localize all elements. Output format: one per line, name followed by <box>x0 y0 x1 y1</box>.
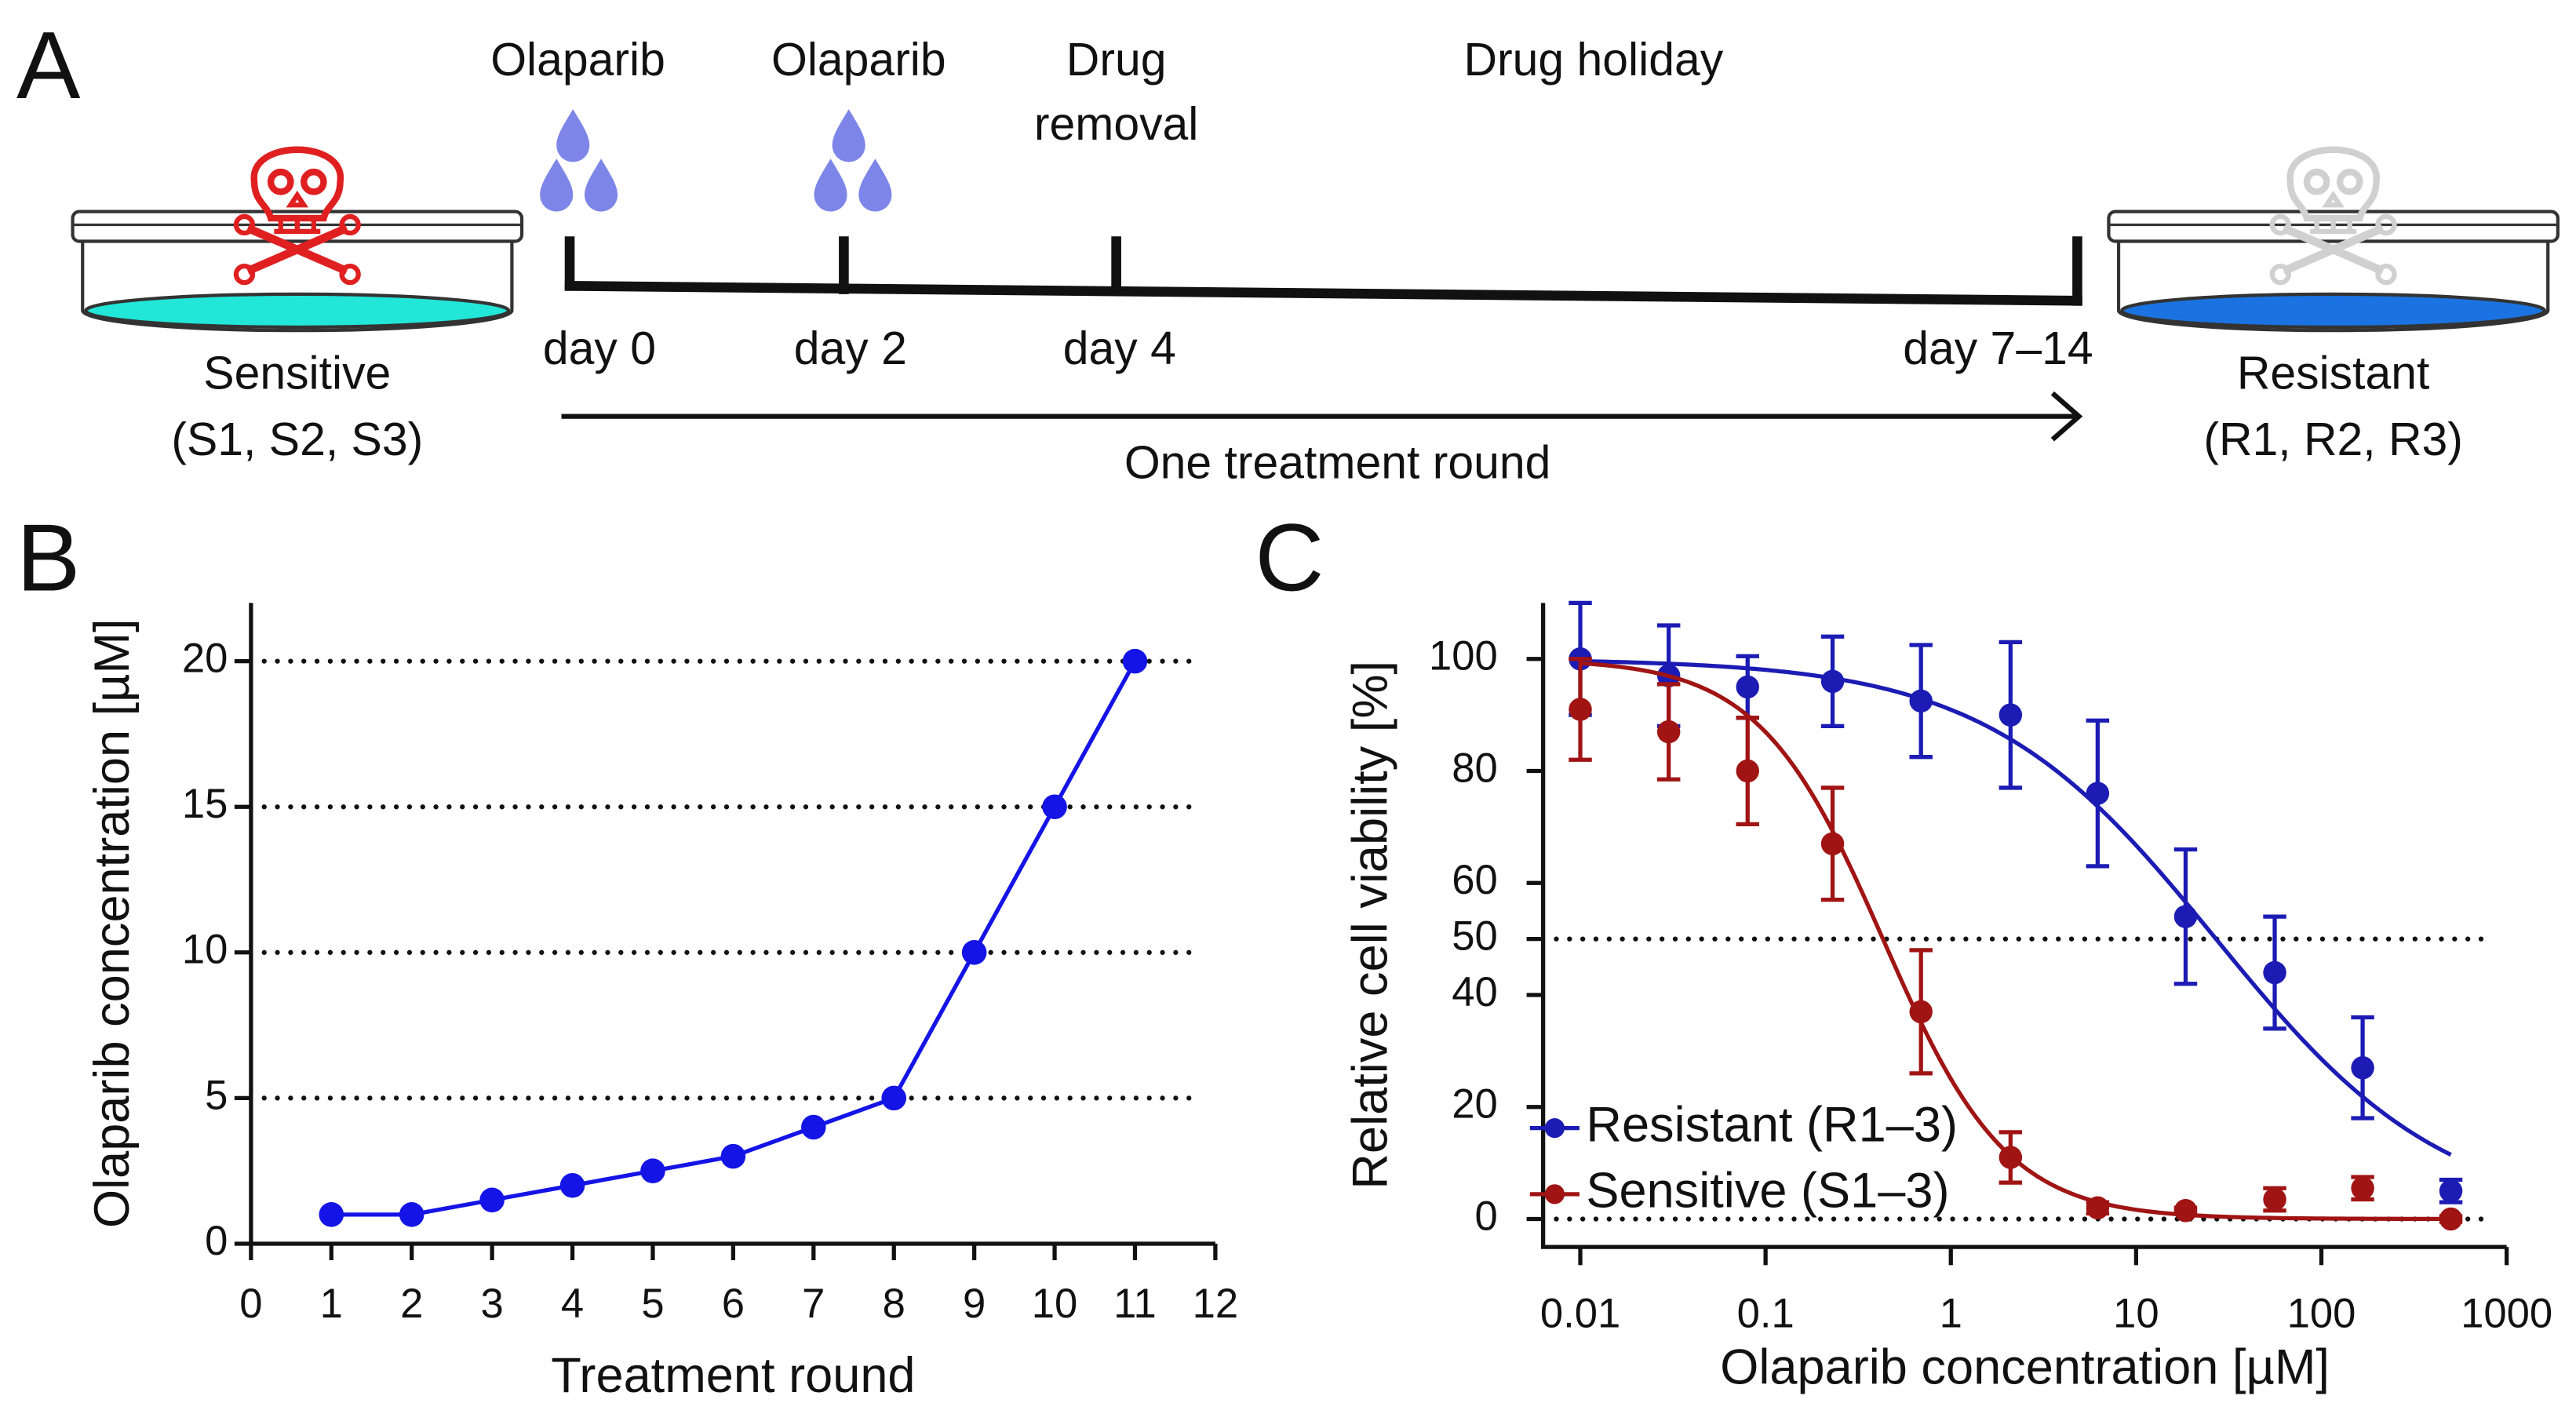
x-tick-label: 12 <box>1193 1281 1239 1327</box>
y-tick-label: 20 <box>1452 1081 1498 1128</box>
legend-dot <box>1544 1184 1565 1204</box>
end-sub: (R1, R2, R3) <box>2203 414 2463 465</box>
y-tick-label: 5 <box>205 1072 228 1118</box>
data-point <box>2351 1176 2374 1200</box>
y-tick-label: 80 <box>1452 745 1498 791</box>
data-point <box>2263 1187 2286 1212</box>
legend-dot <box>1544 1118 1565 1139</box>
data-point <box>2439 1207 2463 1231</box>
resistant-dish <box>2107 150 2560 333</box>
data-point <box>1909 1000 1933 1024</box>
data-point <box>1820 669 1845 694</box>
y-tick-label: 10 <box>182 927 228 973</box>
x-tick-label: 4 <box>561 1281 584 1327</box>
panel-label: C <box>1255 504 1324 610</box>
x-tick-label: 3 <box>481 1281 504 1327</box>
x-tick-label: 2 <box>400 1281 423 1327</box>
y-tick-label: 40 <box>1452 969 1498 1015</box>
data-point <box>1122 648 1148 674</box>
data-point <box>2439 1179 2463 1203</box>
day-label: day 0 <box>543 323 656 374</box>
y-tick-label: 0 <box>1475 1193 1498 1239</box>
x-axis-label: Treatment round <box>551 1348 915 1403</box>
panel-label: A <box>16 12 81 118</box>
y-tick-label: 60 <box>1452 857 1498 903</box>
x-tick-label: 7 <box>802 1281 825 1327</box>
x-tick-label: 5 <box>641 1281 664 1327</box>
data-point <box>1998 703 2023 727</box>
x-tick-label: 6 <box>722 1281 745 1327</box>
y-tick-label: 15 <box>182 781 228 827</box>
y-tick-label: 100 <box>1429 633 1498 680</box>
sensitive-dish <box>71 150 524 333</box>
day-label: day 7–14 <box>1903 323 2093 374</box>
data-point <box>2086 1196 2110 1219</box>
data-point <box>1909 689 1933 713</box>
data-point <box>1820 832 1845 856</box>
data-point <box>399 1202 424 1227</box>
y-axis-label: Relative cell viability [%] <box>1343 661 1398 1190</box>
data-point <box>1736 759 1759 783</box>
x-tick-label: 9 <box>963 1281 986 1327</box>
span-label: One treatment round <box>1124 437 1551 488</box>
data-point <box>2351 1056 2374 1080</box>
data-point <box>2086 782 2110 805</box>
x-tick-label: 10 <box>1032 1281 1078 1327</box>
y-axis-label: Olaparib concentration [µM] <box>85 618 140 1228</box>
start-label: Sensitive <box>203 348 391 399</box>
x-tick-label: 0.1 <box>1737 1290 1794 1336</box>
x-tick-label: 1 <box>1940 1290 1962 1336</box>
x-tick-label: 1 <box>320 1281 343 1327</box>
data-point <box>479 1187 505 1213</box>
day-label: day 2 <box>794 323 907 374</box>
removal-label: Drug <box>1066 35 1167 86</box>
x-tick-label: 8 <box>883 1281 905 1327</box>
data-point <box>2263 960 2286 985</box>
x-tick-label: 0.01 <box>1540 1290 1620 1336</box>
fit-curve <box>1579 658 2452 1157</box>
x-tick-label: 0 <box>239 1281 262 1327</box>
start-sub: (S1, S2, S3) <box>171 414 423 465</box>
data-point <box>559 1172 585 1198</box>
data-point <box>2173 905 2198 928</box>
dose-label: Olaparib <box>771 35 946 86</box>
removal-label: removal <box>1034 99 1199 150</box>
data-point <box>1569 698 1592 721</box>
y-tick-label: 0 <box>205 1218 228 1264</box>
data-point <box>319 1202 344 1227</box>
day-label: day 4 <box>1063 323 1176 374</box>
timeline <box>564 236 2082 306</box>
data-point <box>1042 794 1067 820</box>
data-point <box>1656 720 1681 744</box>
data-point <box>640 1158 665 1183</box>
data-point <box>881 1085 907 1111</box>
data-point <box>2173 1199 2198 1223</box>
data-point <box>801 1114 826 1140</box>
x-axis-label: Olaparib concentration [µM] <box>1720 1340 2330 1395</box>
data-point <box>720 1143 746 1169</box>
holiday-label: Drug holiday <box>1463 35 1723 86</box>
x-tick-label: 10 <box>2113 1290 2159 1336</box>
y-tick-label: 50 <box>1452 913 1498 960</box>
span-arrow <box>561 391 2083 442</box>
legend-label: Resistant (R1–3) <box>1586 1097 1958 1152</box>
dose-label: Olaparib <box>490 35 665 86</box>
panel-label: B <box>16 504 80 610</box>
data-point <box>1736 675 1759 699</box>
x-tick-label: 11 <box>1113 1281 1157 1327</box>
legend-label: Sensitive (S1–3) <box>1586 1163 1949 1218</box>
axes <box>1541 603 2507 1249</box>
end-label: Resistant <box>2237 348 2430 399</box>
data-point <box>1998 1146 2023 1169</box>
data-line <box>331 660 1137 1217</box>
data-point <box>961 940 987 965</box>
y-tick-label: 20 <box>182 636 228 682</box>
x-tick-label: 100 <box>2287 1290 2356 1336</box>
drops <box>540 109 892 212</box>
x-tick-label: 1000 <box>2461 1290 2552 1336</box>
